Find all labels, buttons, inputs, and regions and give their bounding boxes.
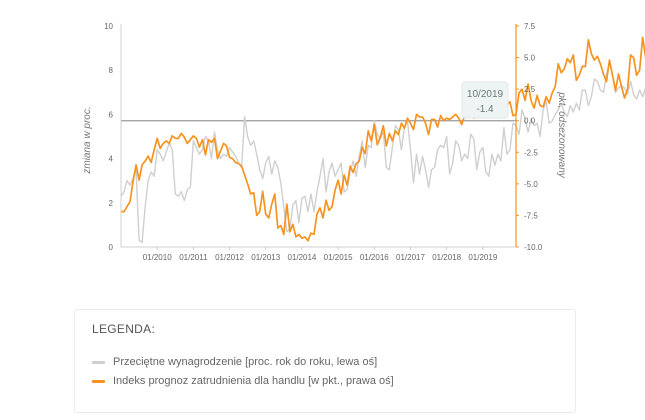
series-line-employment-index <box>121 36 645 242</box>
legend-swatch-wages <box>92 360 105 364</box>
x-tick-label: 01/2011 <box>179 253 208 262</box>
legend-swatch-employment-index <box>92 379 105 383</box>
legend-item-wages: Przeciętne wynagrodzenie [proc. rok do r… <box>92 355 377 369</box>
legend-item-employment-index: Indeks prognoz zatrudnienia dla handlu [… <box>92 374 394 388</box>
y-right-tick-label: -7.5 <box>524 211 538 220</box>
y-right-tick-label: -10.0 <box>524 243 543 252</box>
y-left-tick-label: 6 <box>109 110 114 119</box>
x-tick-label: 01/2019 <box>468 253 497 262</box>
y-right-tick-label: 0.0 <box>524 117 536 126</box>
x-tick-label: 01/2010 <box>143 253 172 262</box>
x-tick-label: 01/2013 <box>251 253 280 262</box>
y-right-tick-label: -5.0 <box>524 180 538 189</box>
x-tick-label: 01/2018 <box>432 253 461 262</box>
tooltip-date: 10/2019 <box>467 89 504 100</box>
legend: LEGENDA: Przeciętne wynagrodzenie [proc.… <box>74 309 576 413</box>
y-left-tick-label: 8 <box>109 66 114 75</box>
x-tick-label: 01/2017 <box>396 253 425 262</box>
y-left-tick-label: 2 <box>109 199 114 208</box>
y-right-tick-label: -2.5 <box>524 148 538 157</box>
tooltip: 10/2019 -1.4 <box>461 81 509 119</box>
x-tick-label: 01/2014 <box>287 253 316 262</box>
x-tick-label: 01/2016 <box>360 253 389 262</box>
x-tick-label: 01/2012 <box>215 253 244 262</box>
legend-label-wages: Przeciętne wynagrodzenie [proc. rok do r… <box>113 356 378 368</box>
line-chart: zmiana w proc. pkt, odsezonowany 0 2 4 6 8 10… <box>82 22 645 262</box>
series-layer <box>120 36 645 244</box>
tooltip-box <box>461 81 509 119</box>
legend-label-employment-index: Indeks prognoz zatrudnienia dla handlu [… <box>113 375 394 387</box>
y-right-tick-label: 2.5 <box>524 85 536 94</box>
tooltip-value: -1.4 <box>476 104 494 115</box>
y-axis-right-label: pkt, odsezonowany <box>556 91 567 179</box>
y-left-tick-label: 10 <box>104 22 113 31</box>
y-left-tick-label: 4 <box>109 155 114 164</box>
x-tick-label: 01/2015 <box>324 253 353 262</box>
y-left-tick-label: 0 <box>109 243 114 252</box>
y-right-tick-label: 5.0 <box>524 54 536 63</box>
y-axis-left-label: zmiana w proc. <box>82 106 93 174</box>
y-right-tick-label: 7.5 <box>524 22 536 31</box>
legend-title: LEGENDA: <box>92 322 156 336</box>
axes-layer: zmiana w proc. pkt, odsezonowany 0 2 4 6 8 10… <box>82 22 567 262</box>
